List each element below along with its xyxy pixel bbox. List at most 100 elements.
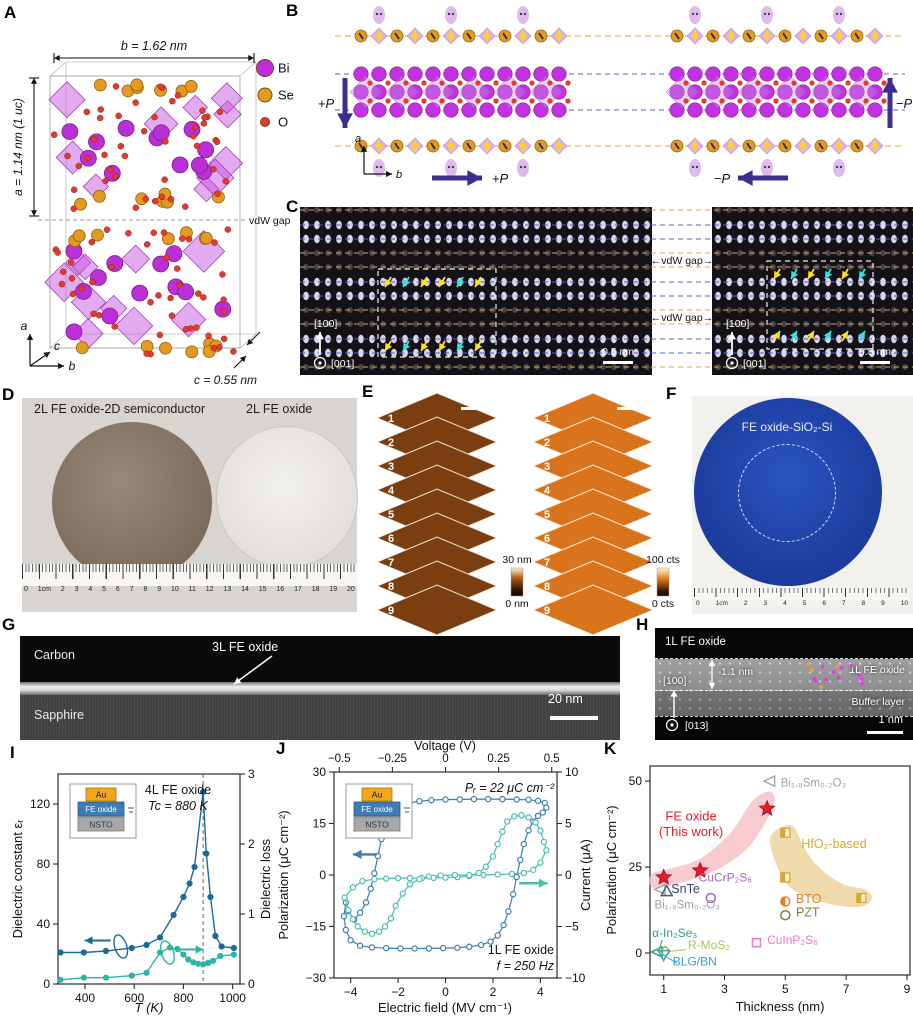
x-tick: 1 bbox=[660, 982, 667, 996]
stack-number: 4 bbox=[544, 485, 551, 497]
ruler-number: 19 bbox=[329, 586, 338, 593]
afm-image-9 bbox=[531, 584, 655, 636]
sample-label: 1L FE oxide bbox=[488, 943, 554, 957]
x-tick: 7 bbox=[843, 982, 850, 996]
scale-bar bbox=[603, 361, 633, 364]
series-dielectric-constant bbox=[60, 791, 234, 954]
y2-tick: 2 bbox=[248, 837, 255, 851]
x-tick: 2 bbox=[490, 985, 497, 999]
data-label: BLG/BN bbox=[673, 954, 717, 968]
scale-bar-label: 1 nm bbox=[878, 714, 903, 726]
curie-temp-label: Tc = 880 K bbox=[148, 799, 208, 813]
hrtem-panel: 1L FE oxide 1.1 nm [100] 1L FE oxide Buf… bbox=[655, 628, 913, 740]
oxide-wafer-panel: FE oxide-SiO₂-Si 0 1cm 2 3 4 5 6 7 8 9 10 bbox=[692, 396, 913, 614]
legend-swatch-Se bbox=[257, 87, 273, 103]
y-tick: 30 bbox=[313, 765, 327, 779]
pr-label: Pᵣ = 22 μC cm⁻² bbox=[465, 781, 555, 795]
y-tick: 0 bbox=[319, 868, 326, 882]
scale-bar bbox=[867, 731, 903, 734]
top-tick: 0.5 bbox=[544, 753, 560, 765]
height-colorbar bbox=[510, 567, 524, 597]
inset-fe-label: FE oxide bbox=[361, 805, 393, 814]
data-label: PZT bbox=[796, 906, 820, 920]
vdw-gap-label: vdW gap bbox=[249, 215, 291, 227]
substrate-label: Sapphire bbox=[34, 708, 85, 722]
ruler-number: 20 bbox=[347, 586, 355, 593]
beam-direction-label: [001] bbox=[743, 358, 766, 370]
beam-direction-icon bbox=[665, 718, 679, 732]
panel-label-g: G bbox=[2, 615, 16, 634]
x-tick: 9 bbox=[904, 982, 911, 996]
y-tick: 25 bbox=[629, 860, 643, 874]
light-wafer bbox=[216, 426, 358, 568]
top-tick: 0 bbox=[442, 753, 448, 765]
y2-tick: −5 bbox=[565, 920, 579, 934]
stack-number: 1 bbox=[388, 413, 394, 425]
stack-number: 6 bbox=[388, 533, 394, 545]
panel-label-b: B bbox=[286, 1, 299, 20]
y2-tick: 1 bbox=[248, 907, 255, 921]
x-tick: −2 bbox=[391, 985, 405, 999]
afm-image-9 bbox=[375, 584, 499, 636]
wafer-label: FE oxide-SiO₂-Si bbox=[741, 420, 833, 434]
stack-number: 3 bbox=[544, 461, 550, 473]
ruler-number: 11 bbox=[188, 586, 196, 593]
ruler-number: 14 bbox=[241, 586, 249, 593]
ruler-number: 17 bbox=[294, 586, 302, 593]
wafer-left-label: 2L FE oxide-2D semiconductor bbox=[34, 402, 206, 416]
x-tick: 400 bbox=[75, 991, 95, 1005]
dark-wafer bbox=[52, 422, 212, 582]
stack-number: 4 bbox=[388, 485, 395, 497]
inset-au-label: Au bbox=[372, 790, 383, 800]
stack-number: 9 bbox=[388, 605, 394, 617]
legend-label-Bi: Bi bbox=[278, 61, 290, 76]
y2-axis-label: Dielectric loss bbox=[258, 838, 273, 919]
data-label: Bi₁.₈Sm₀.₂O₃ bbox=[655, 899, 721, 911]
inset-nsto-label: NSTO bbox=[365, 820, 389, 830]
wafer-right-label: 2L FE oxide bbox=[246, 402, 313, 416]
data-label: CuInP₂S₆ bbox=[767, 933, 818, 947]
scale-bar-label: 0.5 nm bbox=[859, 346, 891, 358]
counts-colorbar bbox=[656, 567, 670, 597]
x-tick: 800 bbox=[173, 991, 193, 1005]
annotation-arrow bbox=[233, 655, 273, 685]
x-axis-label: T (K) bbox=[135, 1000, 164, 1015]
ruler bbox=[694, 588, 910, 600]
y-tick: 80 bbox=[37, 857, 51, 871]
scale-bar bbox=[550, 716, 598, 720]
scale-bar bbox=[860, 361, 890, 364]
y-tick: −30 bbox=[306, 971, 327, 985]
stack-number: 5 bbox=[388, 509, 394, 521]
ruler-number: 12 bbox=[205, 586, 214, 593]
ruler-number: 16 bbox=[276, 586, 285, 593]
vdw-gap-label: ←vdW gap→ bbox=[651, 255, 713, 267]
y-tick: 120 bbox=[30, 797, 50, 811]
stack-number: 3 bbox=[388, 461, 394, 473]
x-tick: 1000 bbox=[219, 991, 246, 1005]
lattice-band bbox=[655, 659, 913, 716]
y2-tick: 3 bbox=[248, 767, 255, 781]
stack-number: 9 bbox=[544, 605, 550, 617]
ruler-number: 6 bbox=[115, 586, 120, 593]
crystal-structure-panel: vdW gap b = 1.62 nm a = 1.14 nm (1 uc) c = … bbox=[11, 39, 294, 387]
zone-axis-label: [100] bbox=[314, 318, 337, 330]
y-axis-label: Dielectric constant εᵣ bbox=[10, 820, 25, 939]
y-tick: 0 bbox=[43, 977, 50, 991]
panel-label-a: A bbox=[4, 3, 17, 22]
film-stripe bbox=[20, 682, 620, 695]
panel-label-j: J bbox=[276, 739, 286, 758]
ruler-number: 5 bbox=[802, 600, 807, 607]
carbon-label: Carbon bbox=[34, 648, 75, 662]
y-tick: 15 bbox=[313, 817, 327, 831]
film-label: 3L FE oxide bbox=[212, 640, 279, 654]
top-tick: −0.25 bbox=[378, 753, 407, 765]
ruler-number: 13 bbox=[223, 586, 232, 593]
top-axis-label: Voltage (V) bbox=[414, 739, 476, 753]
legend-label-O: O bbox=[278, 115, 288, 130]
panel-label-f: F bbox=[666, 384, 677, 403]
buffer-band bbox=[655, 691, 913, 716]
y-tick: 40 bbox=[37, 917, 51, 931]
y2-tick: −10 bbox=[565, 971, 586, 985]
y2-tick: 0 bbox=[248, 977, 255, 991]
